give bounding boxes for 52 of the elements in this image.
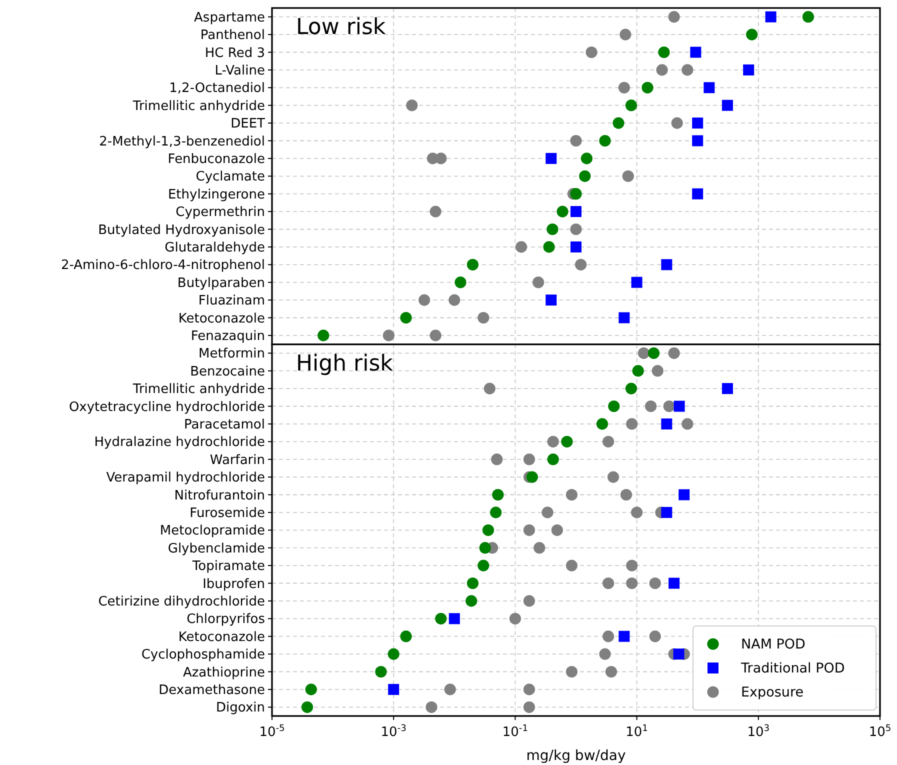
y-tick-label: Cetirizine dihydrochloride	[98, 594, 265, 610]
y-tick-label: Dexamethasone	[158, 683, 265, 698]
y-tick-label: Glybenclamide	[168, 541, 265, 556]
y-tick-label: Ketoconazole	[178, 630, 265, 645]
legend-label: Exposure	[741, 684, 804, 701]
y-tick-label: Fenbuconazole	[168, 152, 265, 167]
y-tick-label: Cyclamate	[196, 170, 265, 185]
x-tick-label: 10$^{3}$	[747, 724, 770, 740]
x-tick-label: 10$^{-3}$	[380, 724, 407, 740]
x-tick-label: 10$^{1}$	[626, 724, 648, 740]
x-axis-title: mg/kg bw/day	[526, 748, 626, 764]
y-tick-label: Hydralazine hydrochloride	[94, 435, 265, 450]
y-tick-label: Aspartame	[194, 10, 265, 26]
y-tick-label: DEET	[230, 116, 266, 132]
chart-title: High risk	[296, 351, 394, 376]
y-tick-label: Butylparaben	[177, 276, 265, 291]
y-tick-label: Azathioprine	[182, 665, 265, 680]
y-tick-label: Verapamil hydrochloride	[106, 470, 265, 486]
y-tick-label: Cyclophosphamide	[141, 648, 265, 663]
y-tick-label: Warfarin	[210, 452, 265, 468]
y-tick-label: Nitrofurantoin	[174, 488, 265, 504]
y-tick-label: Fluazinam	[198, 294, 265, 309]
y-tick-label: Metformin	[198, 346, 265, 362]
y-tick-label: Chlorpyrifos	[186, 612, 266, 628]
y-tick-label: Paracetamol	[184, 418, 265, 432]
y-tick-label: Furosemide	[190, 506, 265, 521]
y-tick-label: Trimellitic anhydride	[132, 382, 265, 398]
x-tick-label: 10$^{-5}$	[259, 724, 285, 740]
y-tick-label: 2-Methyl-1,3-benzenediol	[99, 134, 265, 150]
y-tick-label: Butylated Hydroxyanisole	[98, 222, 265, 238]
x-tick-label: 10$^{5}$	[868, 724, 892, 740]
y-tick-label: Oxytetracycline hydrochloride	[68, 400, 265, 415]
y-tick-label: 1,2-Octanediol	[169, 81, 265, 96]
y-tick-label: Glutaraldehyde	[164, 240, 265, 256]
y-tick-label: Trimellitic anhydride	[132, 98, 265, 114]
y-tick-label: Ethylzingerone	[168, 187, 265, 202]
legend-label: Traditional POD	[740, 660, 845, 677]
y-tick-label: Fenazaquin	[190, 329, 265, 344]
y-tick-label: HC Red 3	[204, 46, 265, 61]
y-tick-label: 2-Amino-6-chloro-4-nitrophenol	[60, 258, 265, 274]
x-tick-label: 10$^{-1}$	[502, 724, 528, 740]
y-tick-label: Metoclopramide	[160, 524, 265, 539]
y-tick-label: Ketoconazole	[178, 311, 265, 326]
y-tick-label: Topiramate	[191, 559, 265, 574]
y-tick-label: Digoxin	[216, 700, 265, 716]
legend-label: NAM POD	[741, 636, 806, 653]
y-tick-label: Ibuprofen	[202, 576, 265, 592]
y-tick-label: L-Valine	[214, 64, 265, 78]
y-tick-label: Cypermethrin	[176, 205, 265, 220]
y-tick-label: Benzocaine	[190, 364, 265, 380]
chart-title: Low risk	[296, 15, 386, 40]
y-tick-label: Panthenol	[200, 28, 265, 44]
